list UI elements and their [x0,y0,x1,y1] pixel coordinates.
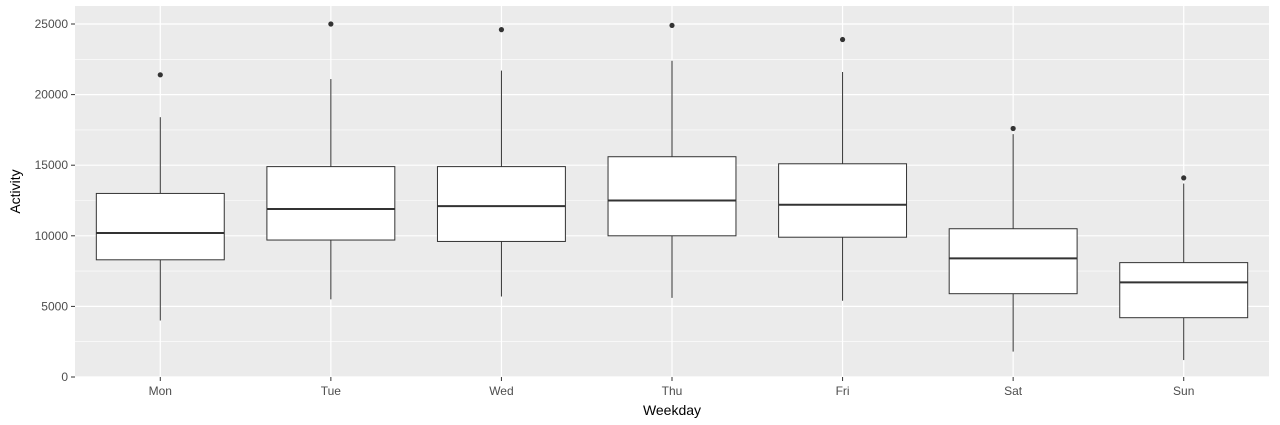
y-tick-label: 20000 [35,88,69,102]
x-tick-label: Sun [1173,384,1194,398]
box-sun [1119,175,1249,361]
box-body [436,166,566,242]
box-sat [948,125,1078,352]
x-axis-title: Weekday [643,402,701,418]
y-axis-title: Activity [7,169,23,213]
y-axis-ticks: 0 5000 10000 15000 20000 25000 [35,17,75,384]
y-tick-label: 15000 [35,158,69,172]
y-tick-label: 0 [61,370,68,384]
outlier-point [1010,125,1016,132]
y-tick-label: 10000 [35,229,69,243]
x-tick-label: Tue [321,384,342,398]
boxes [95,21,1249,361]
outlier-point [498,27,505,33]
box-tue [266,21,396,300]
box-body [778,163,908,238]
x-tick-label: Mon [149,384,172,398]
box-fri [778,36,908,301]
box-body [266,166,396,241]
outlier-point [839,36,846,43]
box-body [1119,262,1249,319]
x-tick-label: Wed [489,384,513,398]
x-axis-ticks: Mon Tue Wed Thu Fri Sat Sun [149,377,1194,398]
x-tick-label: Thu [662,384,683,398]
box-body [95,192,225,261]
box-body [607,156,737,237]
y-tick-label: 25000 [35,17,69,31]
y-tick-label: 5000 [41,299,68,313]
outlier-point [1181,175,1187,181]
box-body [948,228,1078,295]
outlier-point [328,21,334,27]
box-mon [95,72,225,321]
outlier-point [669,22,675,29]
x-tick-label: Fri [836,384,850,398]
box-wed [436,27,566,297]
outlier-point [157,72,163,78]
box-thu [607,22,737,298]
x-tick-label: Sat [1004,384,1023,398]
